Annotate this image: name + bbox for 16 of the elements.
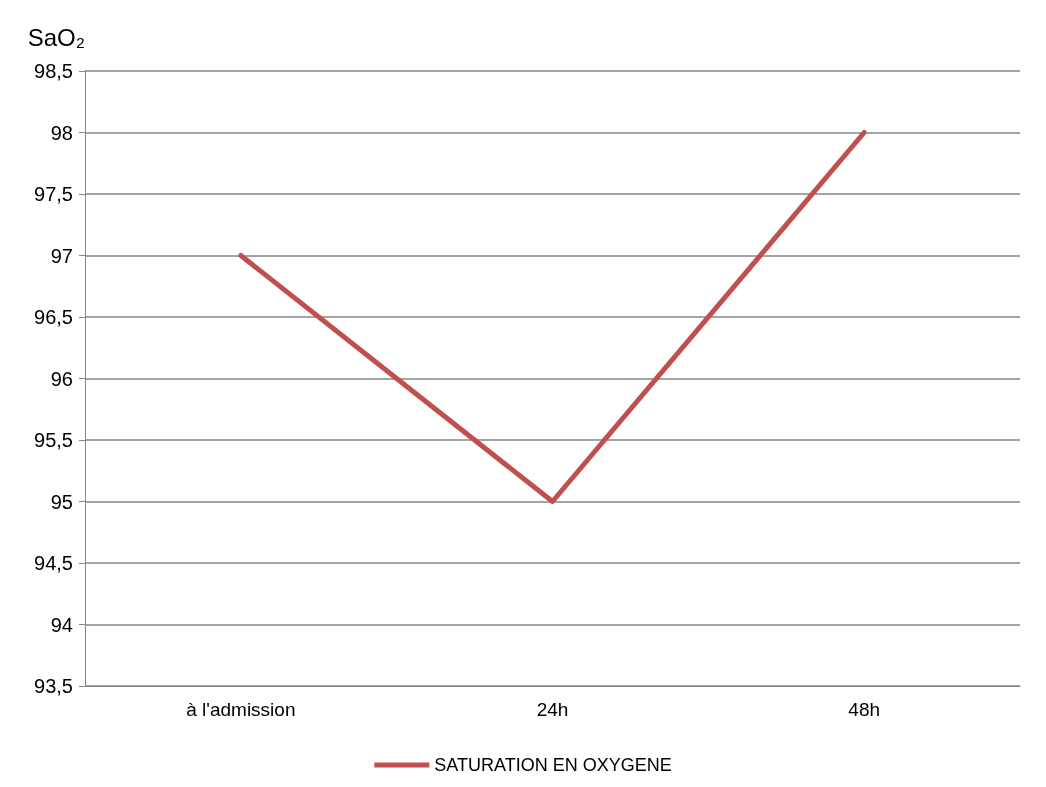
y-tick-label: 95 [50, 490, 73, 513]
y-tick-label: 97,5 [34, 183, 73, 205]
y-tick-label: 95,5 [34, 429, 73, 451]
y-tick-label: 94 [50, 613, 73, 636]
y-tick-label: 94,5 [34, 552, 73, 574]
x-tick-label: 48h [848, 699, 881, 720]
y-axis-title: SaO₂ [27, 23, 85, 51]
x-tick-label: 24h [536, 699, 569, 720]
y-tick-label: 97 [50, 244, 73, 267]
y-tick-label: 98 [50, 121, 73, 144]
x-tick-label: à l'admission [186, 699, 296, 720]
y-tick-label: 98,5 [34, 60, 73, 82]
y-tick-label: 93,5 [34, 675, 73, 697]
y-tick-label: 96 [50, 367, 73, 390]
y-tick-label: 96,5 [34, 306, 73, 328]
legend-label: SATURATION EN OXYGENE [434, 755, 672, 775]
